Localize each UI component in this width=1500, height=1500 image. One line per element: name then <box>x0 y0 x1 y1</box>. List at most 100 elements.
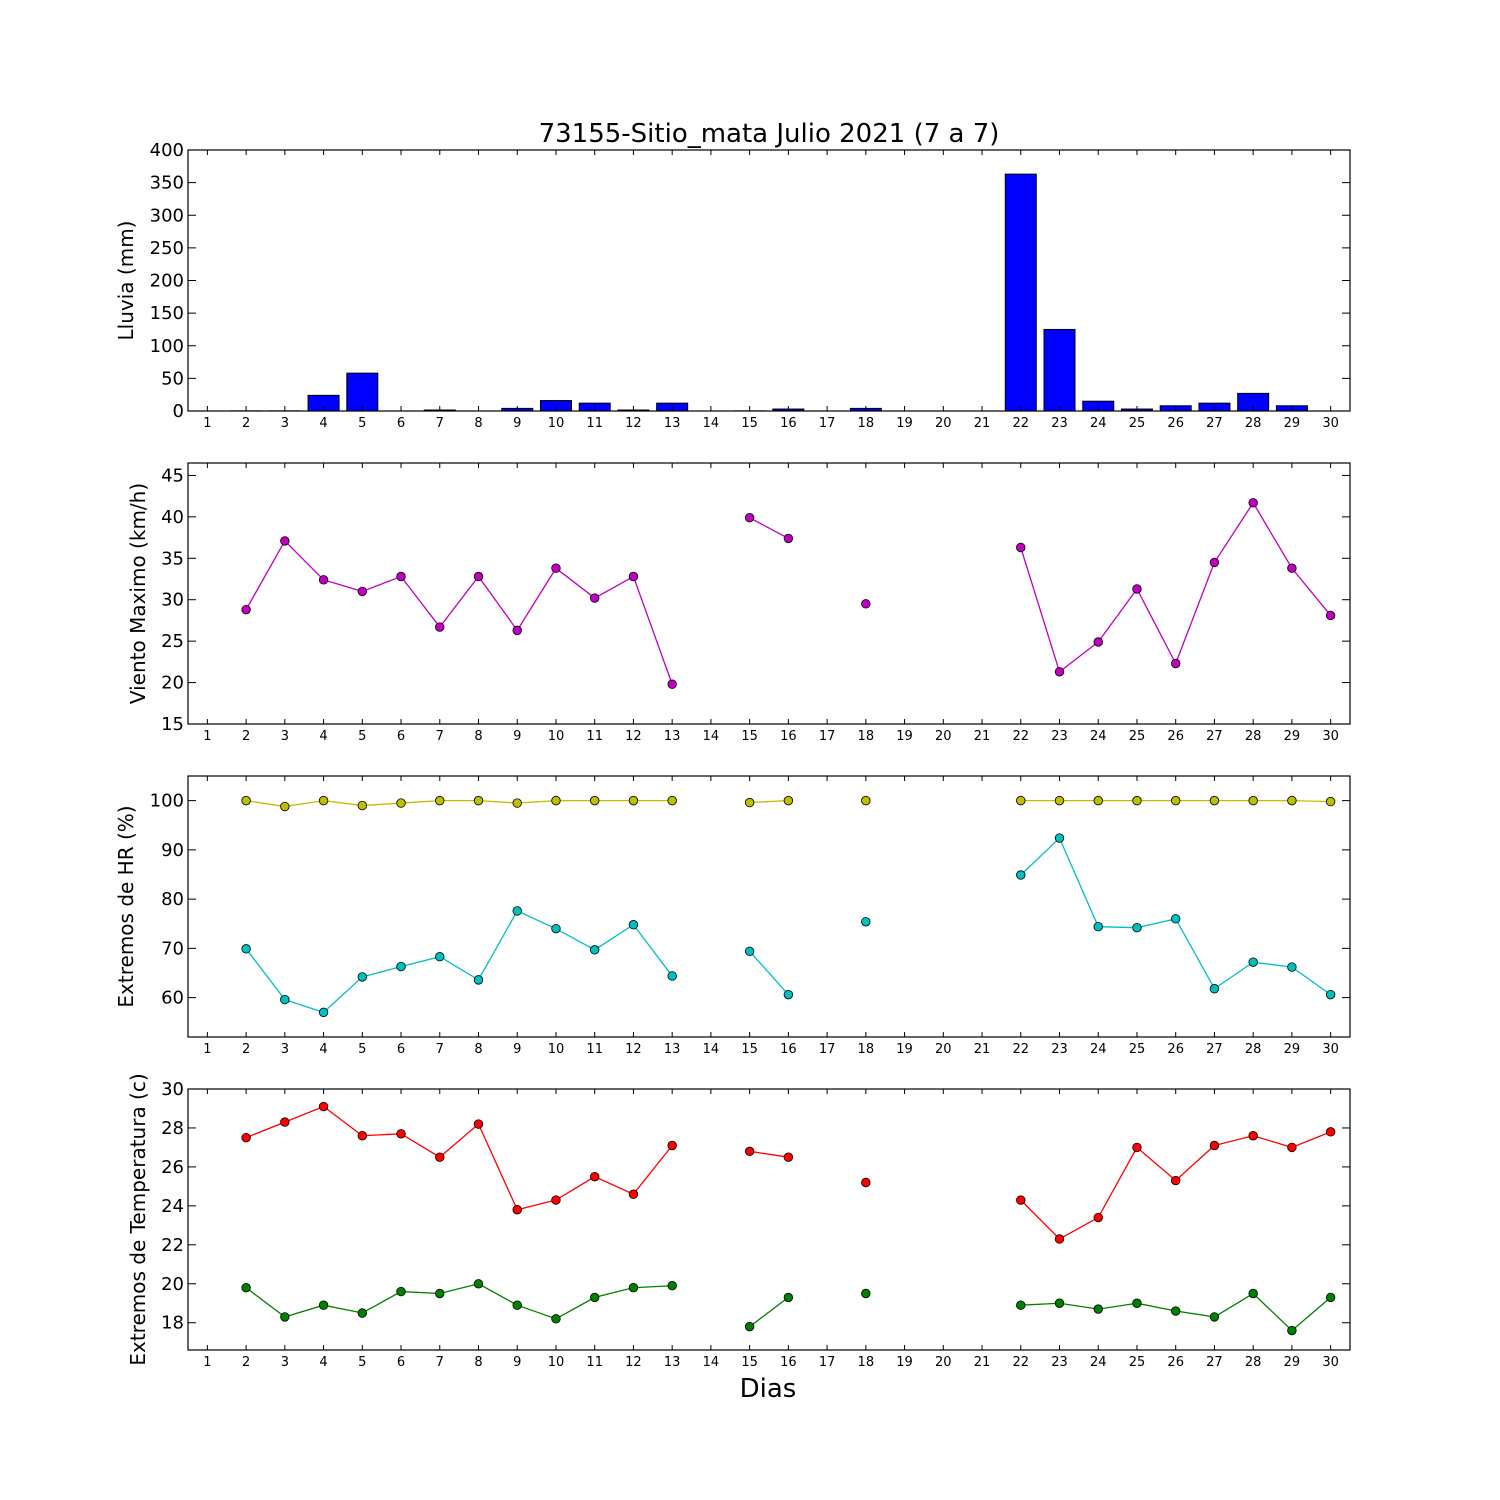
x-tick-label: 29 <box>1284 729 1301 744</box>
series-1-point-day-22 <box>1016 542 1026 553</box>
bar-day-22 <box>1004 173 1037 412</box>
series-1-line-segment-4 <box>1020 501 1332 673</box>
x-tick-label: 15 <box>741 416 758 431</box>
series-1-point-day-3 <box>280 801 290 812</box>
series-1-line-segment-2 <box>749 517 789 539</box>
x-tick-label: 8 <box>474 416 482 431</box>
series-1-point-day-27 <box>1209 1140 1220 1151</box>
series-2-point-day-18 <box>861 917 871 927</box>
bar-day-5 <box>346 372 379 412</box>
series-2-point-day-22 <box>1016 870 1026 880</box>
series-1-point-day-11 <box>590 593 600 603</box>
series-2-point-day-30 <box>1325 1292 1336 1303</box>
series-1-point-day-18 <box>861 795 871 806</box>
x-tick-label: 8 <box>474 729 482 744</box>
x-axis-label: Dias <box>740 1374 797 1404</box>
x-tick-label: 25 <box>1129 729 1146 744</box>
x-tick-label: 3 <box>281 416 289 431</box>
series-2-point-day-27 <box>1209 1312 1220 1322</box>
x-tick-label: 5 <box>358 1042 366 1057</box>
x-tick-label: 17 <box>819 416 836 431</box>
series-2-point-day-10 <box>551 923 561 934</box>
series-1-point-day-28 <box>1248 498 1258 508</box>
x-tick-label: 13 <box>664 729 681 744</box>
x-tick-label: 1 <box>203 416 211 431</box>
y-tick-label: 400 <box>150 140 184 161</box>
series-1-point-day-26 <box>1170 795 1181 806</box>
series-1-point-day-27 <box>1209 795 1220 806</box>
x-tick-label: 5 <box>358 416 366 431</box>
x-tick-label: 11 <box>586 416 603 431</box>
series-1-point-day-25 <box>1132 1142 1142 1153</box>
series-2-point-day-12 <box>628 1282 639 1293</box>
series-2-point-day-28 <box>1248 1288 1258 1299</box>
series-2-point-day-27 <box>1209 984 1220 994</box>
x-tick-label: 1 <box>203 729 211 744</box>
series-2-point-day-9 <box>512 906 522 916</box>
x-tick-label: 21 <box>974 416 991 431</box>
series-1-point-day-4 <box>318 575 329 585</box>
series-1-point-day-25 <box>1132 584 1142 594</box>
y-tick-label: 28 <box>161 1118 184 1139</box>
x-tick-label: 27 <box>1206 729 1223 744</box>
panel-2: 1 2 3 4 5 6 7 8 9 10 11 12 13 14 15 16 17 18 19 20 21 22 23 24 2… <box>126 462 1351 744</box>
series-1-point-day-13 <box>667 795 677 806</box>
x-tick-label: 15 <box>741 1042 758 1057</box>
series-2-point-day-13 <box>667 971 677 981</box>
x-tick-label: 26 <box>1167 729 1184 744</box>
y-tick-label: 250 <box>150 238 184 259</box>
x-tick-label: 19 <box>896 729 913 744</box>
x-tick-label: 29 <box>1284 1355 1301 1370</box>
series-1-point-day-18 <box>861 599 871 609</box>
series-1-point-day-30 <box>1325 1127 1336 1137</box>
x-tick-label: 16 <box>780 1355 797 1370</box>
x-tick-label: 29 <box>1284 416 1301 431</box>
y-tick-label: 200 <box>150 271 184 292</box>
series-1-point-day-6 <box>396 571 406 582</box>
x-tick-label: 6 <box>397 1355 405 1370</box>
series-1-point-day-22 <box>1016 795 1026 806</box>
series-1-line-segment-1 <box>246 799 673 808</box>
x-tick-label: 11 <box>586 729 603 744</box>
series-1-point-day-9 <box>512 625 522 636</box>
series-1-point-day-2 <box>241 604 251 615</box>
series-1-line-segment-2 <box>749 1150 789 1158</box>
x-tick-label: 30 <box>1322 1042 1339 1057</box>
x-tick-label: 2 <box>242 416 250 431</box>
series-2-point-day-16 <box>783 989 794 1000</box>
x-tick-label: 16 <box>780 1042 797 1057</box>
series-2-point-day-18 <box>861 1288 871 1299</box>
series-2-point-day-3 <box>280 994 290 1005</box>
series-1-point-day-23 <box>1054 667 1065 677</box>
series-1-point-day-30 <box>1325 610 1336 621</box>
series-2-point-day-3 <box>280 1312 290 1322</box>
series-2-point-day-13 <box>667 1281 677 1291</box>
series-2-point-day-24 <box>1093 1304 1103 1314</box>
series-2-point-day-12 <box>628 920 639 930</box>
x-tick-label: 26 <box>1167 1355 1184 1370</box>
x-tick-label: 8 <box>474 1355 482 1370</box>
x-tick-label: 7 <box>436 1042 444 1057</box>
y-tick-label: 45 <box>161 465 184 486</box>
x-tick-label: 24 <box>1090 729 1107 744</box>
series-1-point-day-6 <box>396 798 406 808</box>
x-tick-label: 21 <box>974 1042 991 1057</box>
x-tick-label: 3 <box>281 1042 289 1057</box>
y-tick-label: 300 <box>150 205 184 226</box>
series-1-point-day-8 <box>473 795 484 806</box>
x-tick-label: 22 <box>1012 1355 1029 1370</box>
series-1-point-day-9 <box>512 1205 522 1215</box>
series-1-point-day-12 <box>628 571 639 582</box>
x-tick-label: 2 <box>242 1042 250 1057</box>
series-2-point-day-5 <box>357 972 368 982</box>
x-tick-label: 27 <box>1206 1355 1223 1370</box>
x-tick-label: 14 <box>703 1355 720 1370</box>
series-1-line-segment-2 <box>749 799 789 804</box>
x-tick-label: 13 <box>664 1355 681 1370</box>
series-1-line-segment-4 <box>1020 1131 1331 1240</box>
series-2-point-day-8 <box>473 975 484 985</box>
series-2-point-day-23 <box>1054 833 1065 843</box>
series-2-line-segment-2 <box>749 950 789 996</box>
series-1-point-day-8 <box>473 1119 484 1129</box>
series-1-point-day-24 <box>1093 637 1103 647</box>
